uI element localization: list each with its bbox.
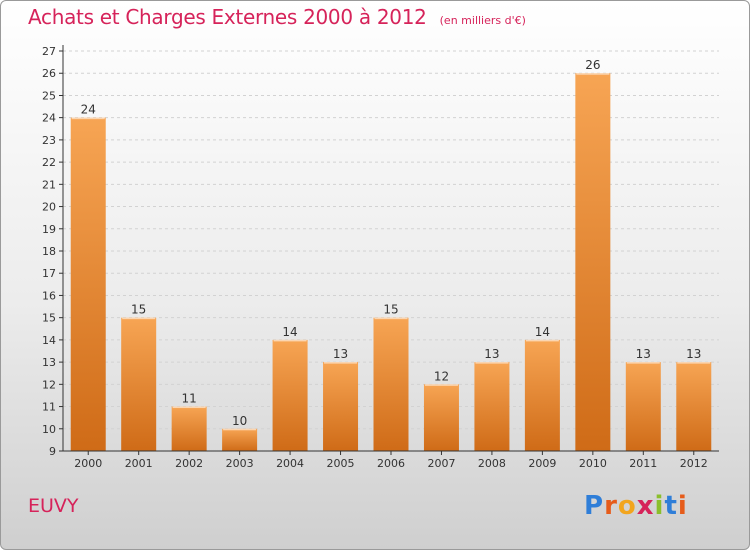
x-tick-label: 2007 bbox=[427, 457, 455, 470]
data-label: 15 bbox=[131, 303, 146, 317]
chart-title: Achats et Charges Externes 2000 à 2012 bbox=[28, 5, 427, 29]
bar bbox=[423, 384, 459, 451]
bar-highlight bbox=[475, 362, 509, 364]
y-tick-label: 11 bbox=[42, 401, 56, 414]
bar-highlight bbox=[273, 339, 307, 342]
bar-highlight bbox=[576, 73, 610, 75]
data-label: 24 bbox=[81, 103, 96, 117]
logo-letter: i bbox=[677, 491, 688, 521]
x-tick-label: 2000 bbox=[74, 457, 102, 470]
y-tick-label: 27 bbox=[42, 45, 56, 58]
bar-highlight bbox=[223, 428, 257, 431]
y-tick-label: 17 bbox=[42, 267, 56, 280]
logo-letter: r bbox=[604, 491, 618, 521]
data-label: 13 bbox=[333, 347, 348, 361]
y-tick-label: 9 bbox=[49, 445, 56, 458]
x-tick-label: 2005 bbox=[327, 457, 355, 470]
data-label: 26 bbox=[585, 58, 600, 72]
y-tick-label: 13 bbox=[42, 356, 56, 369]
x-tick-label: 2003 bbox=[226, 457, 254, 470]
data-label: 13 bbox=[484, 347, 499, 361]
y-tick-label: 15 bbox=[42, 312, 56, 325]
logo-letter: o bbox=[617, 491, 637, 521]
bar bbox=[524, 339, 560, 451]
bar bbox=[171, 406, 207, 451]
y-tick-label: 22 bbox=[42, 156, 56, 169]
y-tick-label: 19 bbox=[42, 223, 56, 236]
bar bbox=[121, 317, 157, 451]
bar bbox=[70, 117, 106, 452]
y-tick-label: 20 bbox=[42, 201, 56, 214]
bar bbox=[373, 317, 409, 451]
proxiti-logo: Proxiti bbox=[584, 491, 688, 521]
bar-highlight bbox=[677, 362, 711, 364]
data-label: 13 bbox=[636, 347, 651, 361]
y-axis-ticks: 9 10 11 12 13 14 15 16 17 18 19 20 21 22 23 24 25 26 27 bbox=[42, 45, 63, 458]
bar bbox=[323, 362, 359, 451]
bar-highlight bbox=[525, 339, 559, 342]
x-tick-label: 2001 bbox=[125, 457, 153, 470]
logo-letter: t bbox=[664, 491, 678, 521]
bar bbox=[272, 339, 308, 451]
bar-highlight bbox=[424, 384, 458, 386]
commune-name: EUVY bbox=[28, 495, 79, 517]
chart-title-block: Achats et Charges Externes 2000 à 2012 (… bbox=[28, 5, 526, 29]
x-tick-label: 2011 bbox=[629, 457, 657, 470]
y-tick-label: 21 bbox=[42, 178, 56, 191]
x-tick-label: 2008 bbox=[478, 457, 506, 470]
bar-highlight bbox=[374, 317, 408, 320]
bar-highlight bbox=[122, 317, 156, 320]
x-axis-ticks: 2000 2001 2002 2003 2004 2005 2006 2007 2008 2009… bbox=[74, 451, 708, 470]
y-tick-label: 25 bbox=[42, 89, 56, 102]
y-tick-label: 10 bbox=[42, 423, 56, 436]
x-tick-label: 2002 bbox=[175, 457, 203, 470]
bar bbox=[575, 73, 611, 451]
logo-letter: i bbox=[654, 491, 665, 521]
y-tick-label: 26 bbox=[42, 67, 56, 80]
bar-highlight bbox=[71, 117, 105, 120]
x-tick-label: 2006 bbox=[377, 457, 405, 470]
bar bbox=[625, 362, 661, 451]
bar-highlight bbox=[626, 362, 660, 364]
chart-unit: (en milliers d'€) bbox=[439, 14, 526, 27]
y-tick-label: 18 bbox=[42, 245, 56, 258]
y-tick-label: 14 bbox=[42, 334, 56, 347]
y-tick-label: 16 bbox=[42, 289, 56, 302]
logo-letter: x bbox=[636, 491, 655, 521]
data-label: 12 bbox=[434, 369, 449, 383]
bar bbox=[474, 362, 510, 451]
bar bbox=[676, 362, 712, 451]
data-label: 11 bbox=[182, 392, 197, 406]
bar-highlight bbox=[172, 406, 206, 409]
data-label: 15 bbox=[383, 303, 398, 317]
logo-letter: P bbox=[584, 491, 605, 521]
data-label: 14 bbox=[282, 325, 297, 339]
x-tick-label: 2012 bbox=[680, 457, 708, 470]
bar-highlight bbox=[324, 362, 358, 364]
x-tick-label: 2004 bbox=[276, 457, 304, 470]
data-label: 14 bbox=[535, 325, 550, 339]
y-tick-label: 24 bbox=[42, 112, 56, 125]
bar bbox=[222, 428, 258, 451]
y-tick-label: 23 bbox=[42, 134, 56, 147]
data-label: 13 bbox=[686, 347, 701, 361]
x-tick-label: 2010 bbox=[579, 457, 607, 470]
x-tick-label: 2009 bbox=[528, 457, 556, 470]
y-tick-label: 12 bbox=[42, 378, 56, 391]
bars-layer bbox=[70, 73, 712, 452]
data-labels: 24 15 11 10 14 13 15 12 13 14 26 13 13 bbox=[81, 58, 702, 428]
data-label: 10 bbox=[232, 414, 247, 428]
